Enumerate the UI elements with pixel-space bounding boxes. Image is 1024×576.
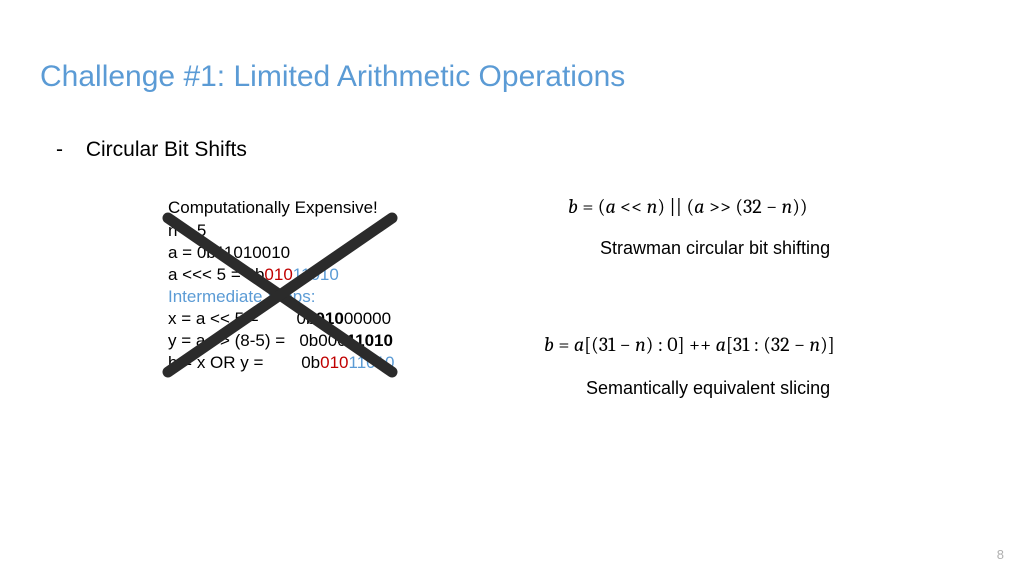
code-line-rotate: a <<< 5 = 0b01011010 bbox=[168, 264, 488, 286]
bullet-text: Circular Bit Shifts bbox=[86, 138, 247, 161]
slide: Challenge #1: Limited Arithmetic Operati… bbox=[0, 0, 1024, 576]
code-line-x: x = a << 5 = 0b01000000 bbox=[168, 308, 488, 330]
code-line-y: y = a >> (8-5) = 0b00011010 bbox=[168, 330, 488, 352]
left-code-block: Computationally Expensive! n = 5 a = 0b1… bbox=[168, 198, 488, 374]
slide-title: Challenge #1: Limited Arithmetic Operati… bbox=[40, 60, 625, 94]
formula-strawman: b = (a << n) || (a >> (32 − n)) bbox=[568, 195, 808, 218]
expensive-heading: Computationally Expensive! bbox=[168, 198, 488, 218]
intermediate-label: Intermediate Steps: bbox=[168, 286, 488, 308]
code-line-a: a = 0b11010010 bbox=[168, 242, 488, 264]
caption-slicing: Semantically equivalent slicing bbox=[586, 378, 830, 399]
bullet-item: - Circular Bit Shifts bbox=[56, 138, 247, 162]
code-line-n: n = 5 bbox=[168, 220, 488, 242]
bullet-dash: - bbox=[56, 138, 80, 162]
formula-slicing: b = a[(31 − n) : 0] ++ a[31 : (32 − n)] bbox=[544, 333, 835, 356]
page-number: 8 bbox=[997, 547, 1004, 562]
caption-strawman: Strawman circular bit shifting bbox=[600, 238, 830, 259]
code-line-b: b = x OR y = 0b01011010 bbox=[168, 352, 488, 374]
